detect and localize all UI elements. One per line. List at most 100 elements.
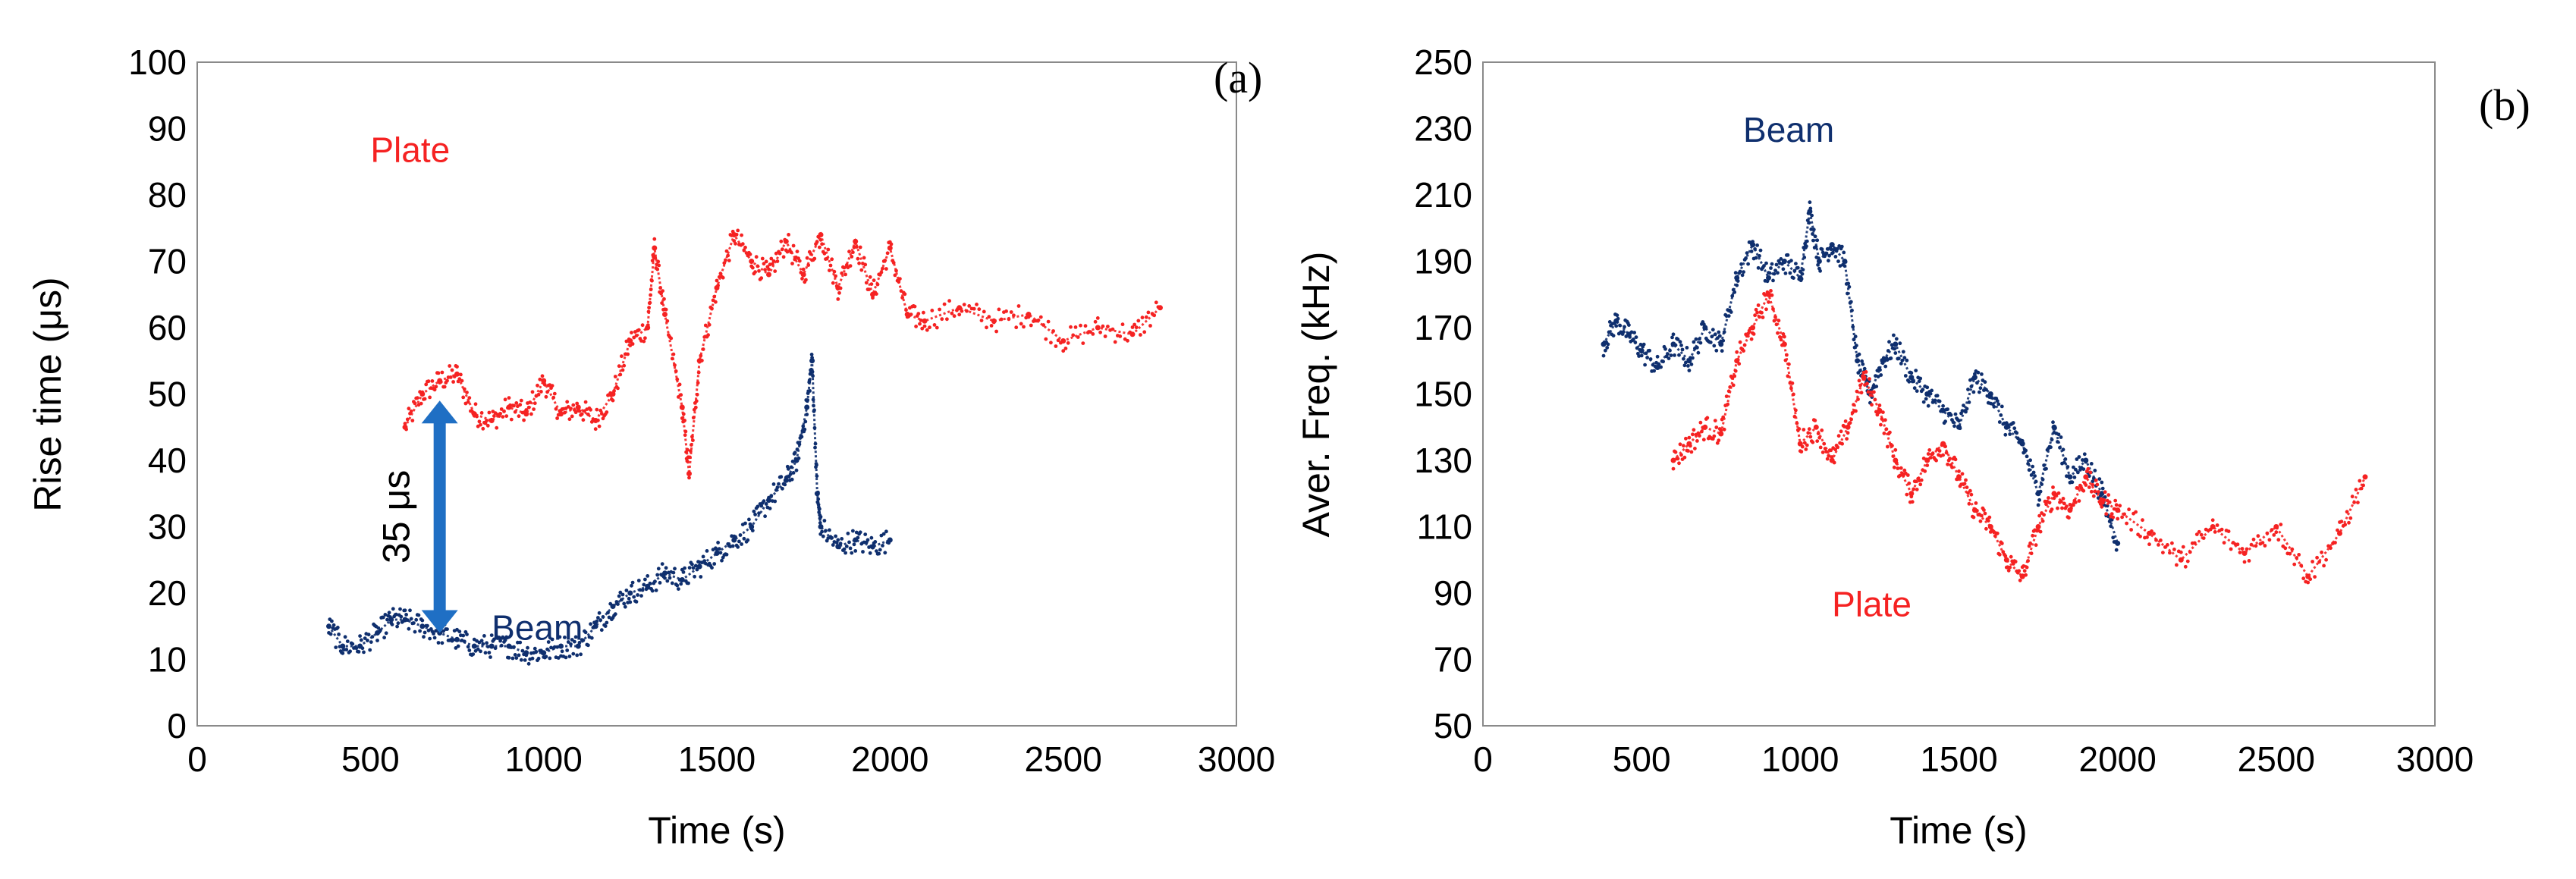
noise-dot-plate [660,301,664,305]
noise-dot-plate [1789,386,1793,391]
noise-dot-plate [2329,546,2333,551]
noise-dot-plate [1960,472,1965,476]
noise-dot-plate [1956,477,1960,482]
noise-dot-beam [1925,385,1930,390]
noise-dot-plate [405,417,410,422]
noise-dot-plate [642,339,646,344]
noise-dot-beam [1671,332,1676,337]
noise-dot-beam [665,579,670,583]
y-tick-label: 70 [1434,640,1472,680]
noise-dot-plate [825,256,829,261]
noise-dot-beam [1783,272,1788,275]
noise-dot-beam [1824,251,1829,256]
noise-dot-beam [407,626,411,631]
noise-dot-beam [1860,359,1864,363]
noise-dot-beam [341,651,345,655]
noise-dot-plate [1098,330,1102,334]
noise-dot-plate [1044,337,1048,341]
noise-dot-plate [809,252,813,256]
noise-dot-beam [366,633,371,637]
noise-dot-beam [408,608,412,613]
noise-dot-plate [997,307,1001,312]
noise-dot-beam [409,617,413,621]
noise-dot-beam [504,635,509,639]
noise-dot-beam [401,619,405,623]
noise-dot-beam [1896,356,1901,361]
noise-dot-plate [683,429,688,434]
noise-dot-beam [1635,346,1639,350]
noise-dot-beam [601,615,605,619]
noise-dot-plate [2052,496,2056,501]
noise-dot-plate [1845,437,1849,441]
noise-dot-beam [436,641,441,645]
y-tick-label: 80 [148,175,187,215]
noise-dot-plate [611,398,615,403]
noise-dot-beam [808,389,812,393]
noise-dot-plate [451,380,455,384]
noise-dot-plate [580,412,584,416]
noise-dot-beam [1749,250,1754,253]
noise-dot-plate [1854,409,1858,413]
noise-dot-plate [556,413,561,417]
noise-dot-beam [687,566,692,570]
noise-dot-beam [1857,352,1861,356]
noise-dot-beam [867,545,871,549]
noise-dot-plate [2272,533,2276,537]
noise-dot-plate [916,312,921,315]
noise-dot-plate [1089,330,1092,334]
noise-dot-plate [1136,319,1141,323]
noise-dot-plate [2240,547,2245,551]
noise-dot-beam [2113,540,2118,545]
noise-dot-beam [734,535,737,539]
noise-dot-plate [989,324,994,328]
noise-dot-plate [2260,541,2265,545]
noise-dot-beam [605,620,609,625]
noise-dot-plate [2047,496,2050,500]
noise-dot-beam [483,651,488,655]
y-tick-label: 150 [1414,375,1472,414]
noise-dot-plate [1840,441,1845,446]
noise-dot-beam [1679,343,1683,347]
noise-dot-plate [1081,341,1085,345]
noise-dot-plate [2034,543,2038,548]
noise-dot-plate [828,263,833,268]
noise-dot-plate [1953,457,1958,462]
noise-dot-beam [1722,330,1726,334]
noise-dot-plate [2279,523,2283,526]
noise-dot-beam [414,617,419,622]
noise-dot-plate [1890,444,1894,448]
noise-dot-beam [482,634,486,638]
noise-dot-plate [838,286,843,290]
noise-dot-plate [1132,322,1136,327]
noise-dot-plate [1059,341,1063,345]
noise-dot-beam [1843,260,1848,264]
noise-dot-plate [2166,543,2169,547]
noise-dot-beam [1835,246,1839,251]
noise-dot-beam [1846,291,1849,296]
series-beam [326,353,893,666]
noise-dot-beam [1957,419,1961,423]
noise-dot-plate [665,319,670,323]
noise-dot-beam [816,503,821,507]
noise-dot-beam [743,521,747,526]
noise-dot-beam [2024,448,2028,453]
noise-dot-plate [522,418,526,422]
noise-dot-beam [534,650,539,654]
noise-dot-beam [1973,372,1977,376]
noise-dot-plate [1843,419,1848,423]
noise-dot-plate [1007,317,1011,322]
noise-dot-plate [710,306,714,311]
noise-dot-plate [1912,487,1916,491]
noise-dot-plate [889,242,894,246]
noise-dot-beam [1643,363,1648,367]
noise-dot-beam [753,513,757,516]
noise-dot-beam [2033,474,2037,478]
noise-dot-beam [1917,379,1921,384]
noise-dot-plate [1995,531,2000,535]
noise-dot-beam [2081,458,2084,462]
noise-dot-plate [2025,565,2029,570]
series-layer-b [1601,200,2368,585]
noise-dot-plate [1836,434,1841,438]
noise-dot-plate [513,410,517,414]
noise-dot-plate [1083,324,1088,328]
